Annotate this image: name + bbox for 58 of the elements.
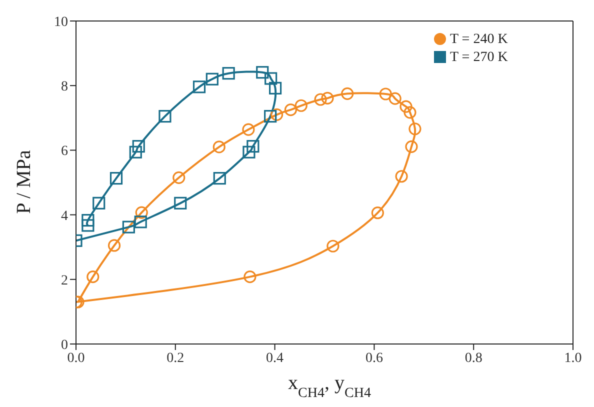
point bbox=[242, 123, 255, 136]
x-tick-label: 0.4 bbox=[266, 350, 284, 366]
point bbox=[134, 216, 147, 228]
y-axis-title: P / MPa bbox=[13, 150, 35, 214]
point bbox=[206, 72, 218, 86]
point bbox=[341, 87, 354, 100]
point bbox=[256, 66, 269, 79]
point bbox=[294, 99, 308, 112]
point bbox=[86, 270, 100, 284]
point bbox=[404, 106, 416, 119]
point bbox=[242, 146, 256, 158]
y-tick-label: 6 bbox=[61, 144, 68, 160]
y-tick-label: 8 bbox=[61, 80, 68, 95]
point bbox=[135, 206, 148, 219]
y-tick-label: 4 bbox=[61, 208, 68, 224]
point bbox=[388, 92, 402, 105]
point bbox=[172, 171, 186, 184]
point bbox=[92, 196, 106, 210]
point bbox=[405, 140, 418, 153]
point bbox=[246, 140, 260, 153]
y-tick-label: 2 bbox=[61, 273, 68, 288]
point bbox=[222, 67, 235, 80]
point bbox=[264, 72, 278, 85]
point bbox=[108, 239, 121, 252]
x-tick-label: 0.0 bbox=[67, 350, 85, 366]
point bbox=[264, 110, 277, 123]
point bbox=[110, 172, 123, 185]
point bbox=[314, 93, 327, 106]
point bbox=[213, 172, 226, 185]
x-tick-label: 0.2 bbox=[166, 350, 184, 366]
point bbox=[379, 88, 392, 100]
point bbox=[129, 146, 142, 158]
legend-label: T = 270 K bbox=[450, 50, 508, 65]
legend-label: T = 240 K bbox=[450, 32, 508, 47]
y-tick-label: 10 bbox=[54, 14, 68, 30]
x-tick-label: 1.0 bbox=[564, 350, 582, 366]
point bbox=[82, 219, 94, 232]
point bbox=[82, 214, 94, 227]
point bbox=[371, 206, 384, 220]
point bbox=[212, 140, 226, 154]
point bbox=[192, 80, 206, 94]
point bbox=[174, 196, 187, 210]
point bbox=[158, 110, 172, 123]
point bbox=[284, 104, 298, 116]
x-axis-title: x$_{CH4}$, y$_{CH4}$ bbox=[288, 372, 371, 400]
point bbox=[122, 220, 135, 234]
point bbox=[244, 270, 256, 284]
point bbox=[395, 170, 408, 183]
x-tick-label: 0.6 bbox=[365, 350, 383, 366]
point bbox=[400, 100, 412, 113]
point bbox=[132, 140, 145, 153]
point bbox=[268, 82, 282, 94]
point bbox=[326, 240, 340, 252]
x-tick-label: 0.8 bbox=[464, 350, 482, 366]
y-tick-label: 0 bbox=[61, 338, 68, 353]
point bbox=[408, 122, 422, 136]
point bbox=[270, 108, 284, 121]
point bbox=[321, 92, 334, 104]
